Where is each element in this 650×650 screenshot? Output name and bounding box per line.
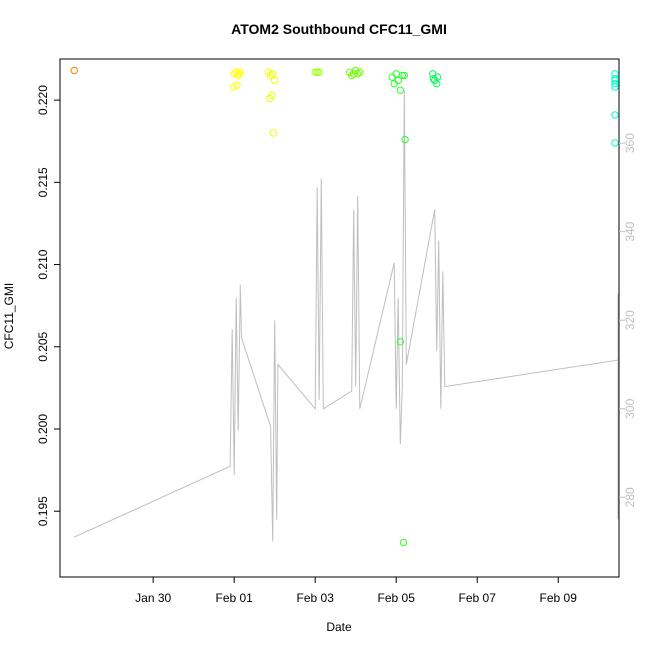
data-point <box>399 538 408 547</box>
data-point <box>396 86 404 94</box>
data-point <box>611 139 619 147</box>
x-tick-label: Feb 03 <box>297 591 335 605</box>
y-axis: 0.195 0.200 0.205 0.210 0.215 0.220 <box>36 85 60 526</box>
y2-tick-label: 320 <box>623 310 637 330</box>
data-point <box>266 71 275 80</box>
x-axis-label: Date <box>326 620 352 634</box>
data-point <box>356 68 364 76</box>
data-point <box>401 135 409 144</box>
data-point <box>311 68 319 76</box>
y2-axis: 280 300 320 340 360 <box>619 133 637 507</box>
data-point <box>235 70 243 78</box>
data-point <box>611 83 619 91</box>
x-tick-label: Jan 30 <box>135 591 171 605</box>
data-point <box>229 83 238 91</box>
chart-title: ATOM2 Southbound CFC11_GMI <box>231 21 447 37</box>
y-axis-label: CFC11_GMI <box>2 283 16 349</box>
data-point <box>269 70 277 78</box>
data-point <box>236 68 245 76</box>
data-point <box>429 75 438 83</box>
y-tick-label: 0.220 <box>36 85 50 115</box>
data-point <box>433 73 442 81</box>
data-point <box>611 80 619 88</box>
points-layer <box>70 66 619 547</box>
y2-tick-label: 280 <box>623 487 637 507</box>
x-tick-label: Feb 07 <box>459 591 497 605</box>
y-tick-label: 0.200 <box>36 414 50 444</box>
x-tick-label: Feb 01 <box>216 591 254 605</box>
y2-tick-label: 360 <box>623 133 637 153</box>
x-tick-label: Feb 05 <box>378 591 416 605</box>
y-tick-label: 0.210 <box>36 249 50 279</box>
y-tick-label: 0.205 <box>36 331 50 361</box>
y2-tick-label: 300 <box>623 398 637 418</box>
x-axis: Jan 30 Feb 01 Feb 03 Feb 05 Feb 07 Feb 09 <box>135 577 577 605</box>
data-point <box>388 73 396 81</box>
data-point <box>390 80 398 88</box>
x-tick-label: Feb 09 <box>540 591 578 605</box>
data-point <box>268 91 276 99</box>
data-point <box>233 81 241 90</box>
y2-tick-label: 340 <box>623 221 637 241</box>
data-point <box>70 66 78 75</box>
data-point <box>313 68 321 76</box>
plot-frame <box>59 58 620 578</box>
data-point <box>398 71 406 80</box>
data-point <box>269 129 278 137</box>
altitude-layer <box>73 89 619 542</box>
data-point <box>271 76 279 85</box>
data-point <box>394 76 402 85</box>
data-point <box>611 70 619 78</box>
data-point <box>392 70 400 78</box>
data-point <box>315 68 323 76</box>
y-tick-label: 0.215 <box>36 167 50 197</box>
data-point <box>396 338 404 346</box>
altitude-line <box>73 89 619 542</box>
data-point <box>611 75 619 83</box>
data-point <box>400 71 408 80</box>
data-point <box>354 70 362 78</box>
data-point <box>611 111 619 119</box>
y-tick-label: 0.195 <box>36 496 50 526</box>
